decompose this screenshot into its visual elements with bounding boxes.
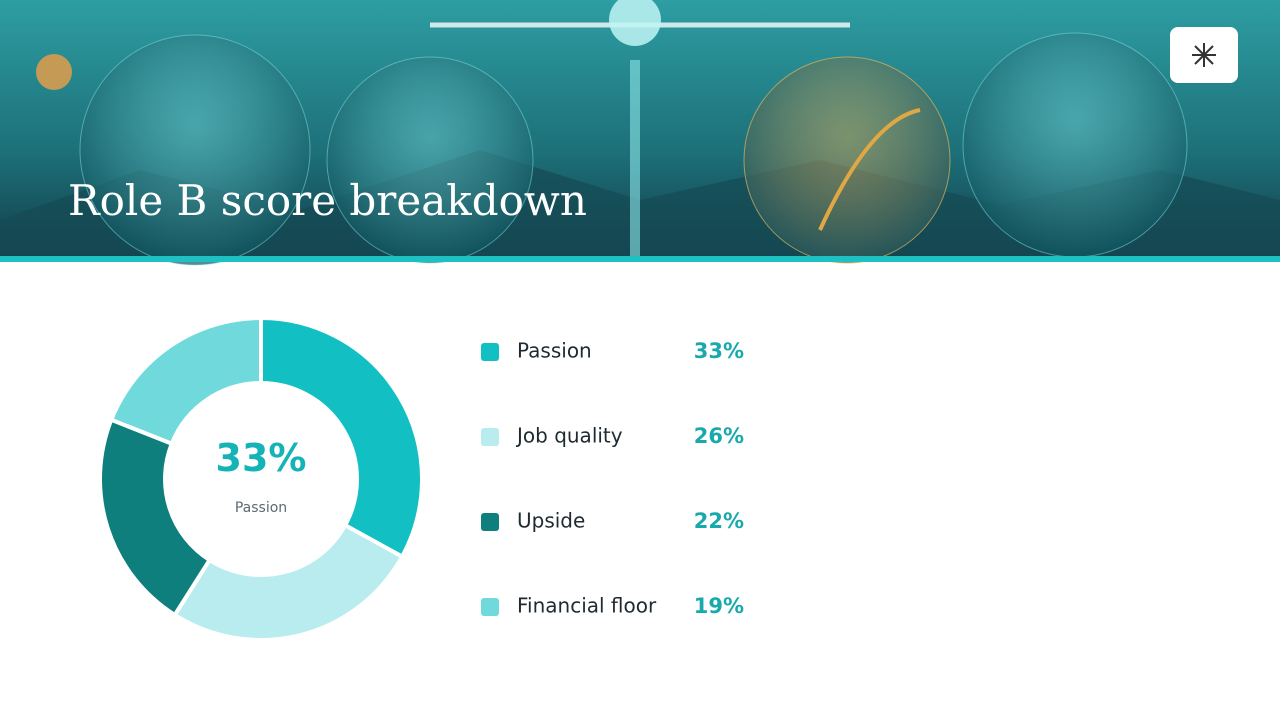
legend-value: 22% — [694, 509, 744, 533]
logo — [1170, 27, 1238, 83]
legend-label: Passion — [517, 339, 592, 363]
donut-slice — [98, 417, 213, 618]
donut-slice — [108, 315, 263, 447]
legend-label: Job quality — [515, 424, 623, 448]
slide-title: Role B score breakdown — [68, 176, 587, 225]
legend-swatch — [481, 343, 499, 361]
legend-value: 19% — [694, 594, 744, 618]
donut-slice — [259, 315, 424, 560]
legend-label: Upside — [517, 509, 585, 533]
legend-value: 33% — [694, 339, 744, 363]
legend-swatch — [481, 428, 499, 446]
legend-swatch — [481, 513, 499, 531]
legend-value: 26% — [694, 424, 744, 448]
legend-swatch — [481, 598, 499, 616]
center-label: Passion — [235, 500, 287, 516]
header-image — [0, 0, 1280, 266]
center-value: 33% — [216, 436, 307, 480]
donut-slice — [171, 522, 405, 642]
legend-label: Financial floor — [517, 594, 657, 618]
